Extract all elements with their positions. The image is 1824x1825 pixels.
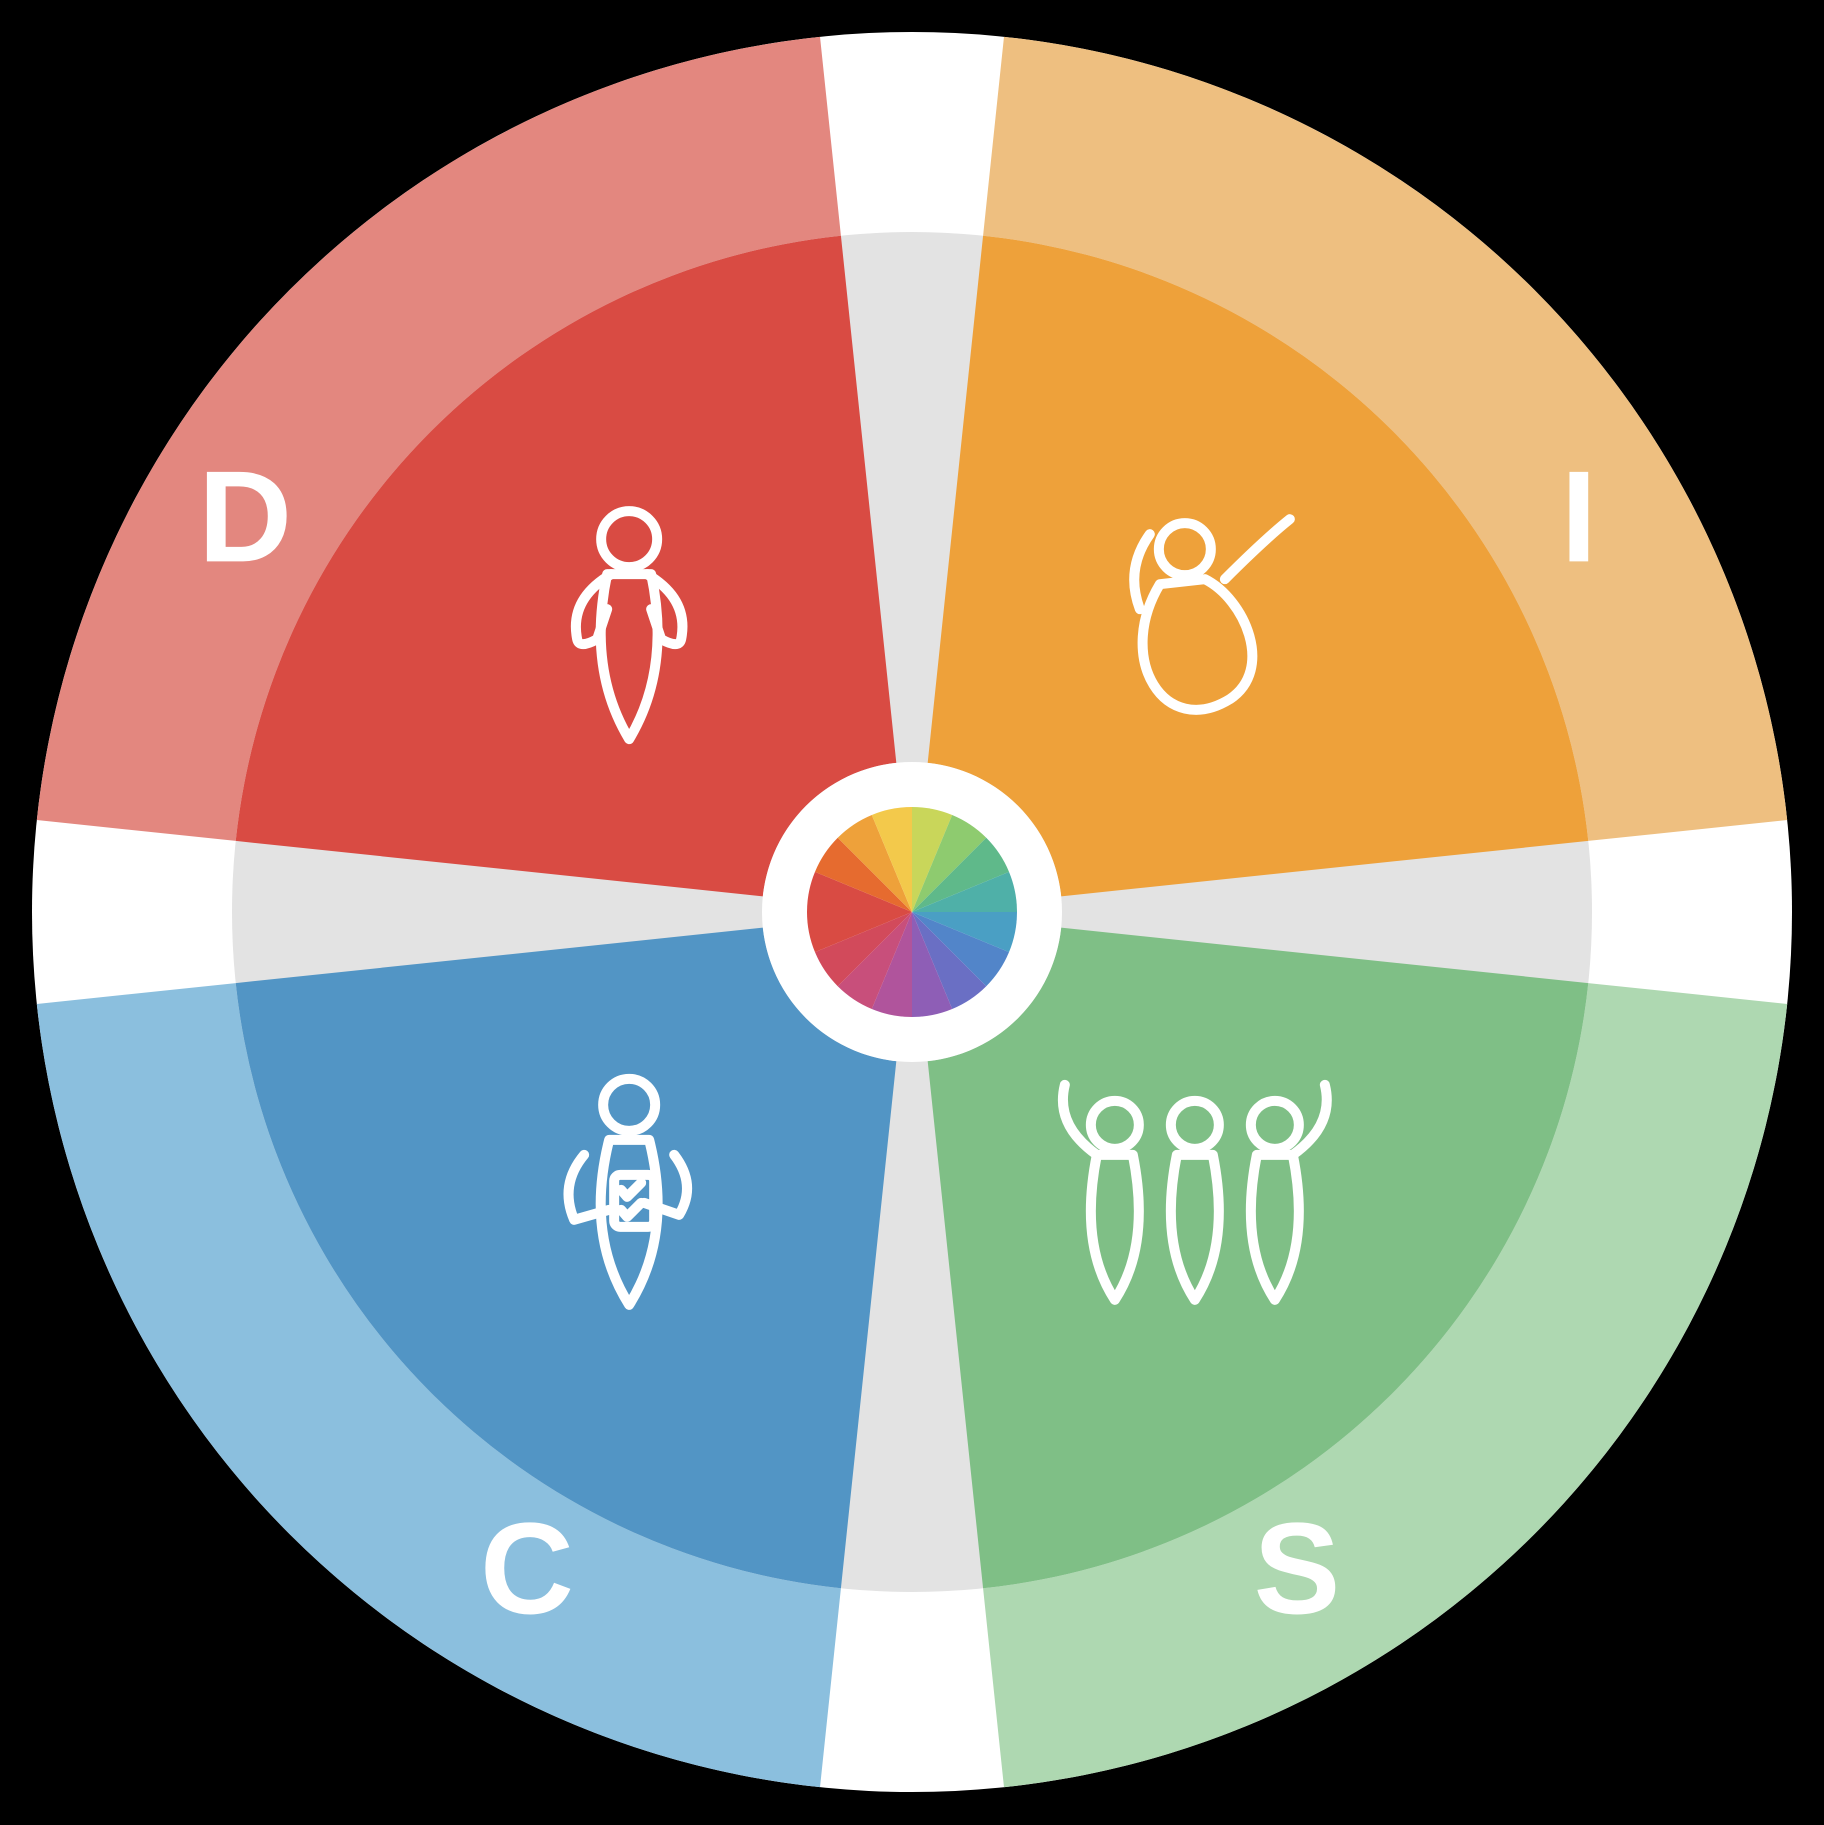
quadrant-letter-s: S	[1254, 1495, 1341, 1641]
quadrant-letter-d: D	[198, 443, 292, 589]
quadrant-letter-c: C	[480, 1495, 574, 1641]
rainbow-hub-icon	[807, 807, 1017, 1017]
quadrant-letter-i: I	[1561, 443, 1597, 589]
disc-wheel-diagram: D I S C	[0, 0, 1824, 1825]
